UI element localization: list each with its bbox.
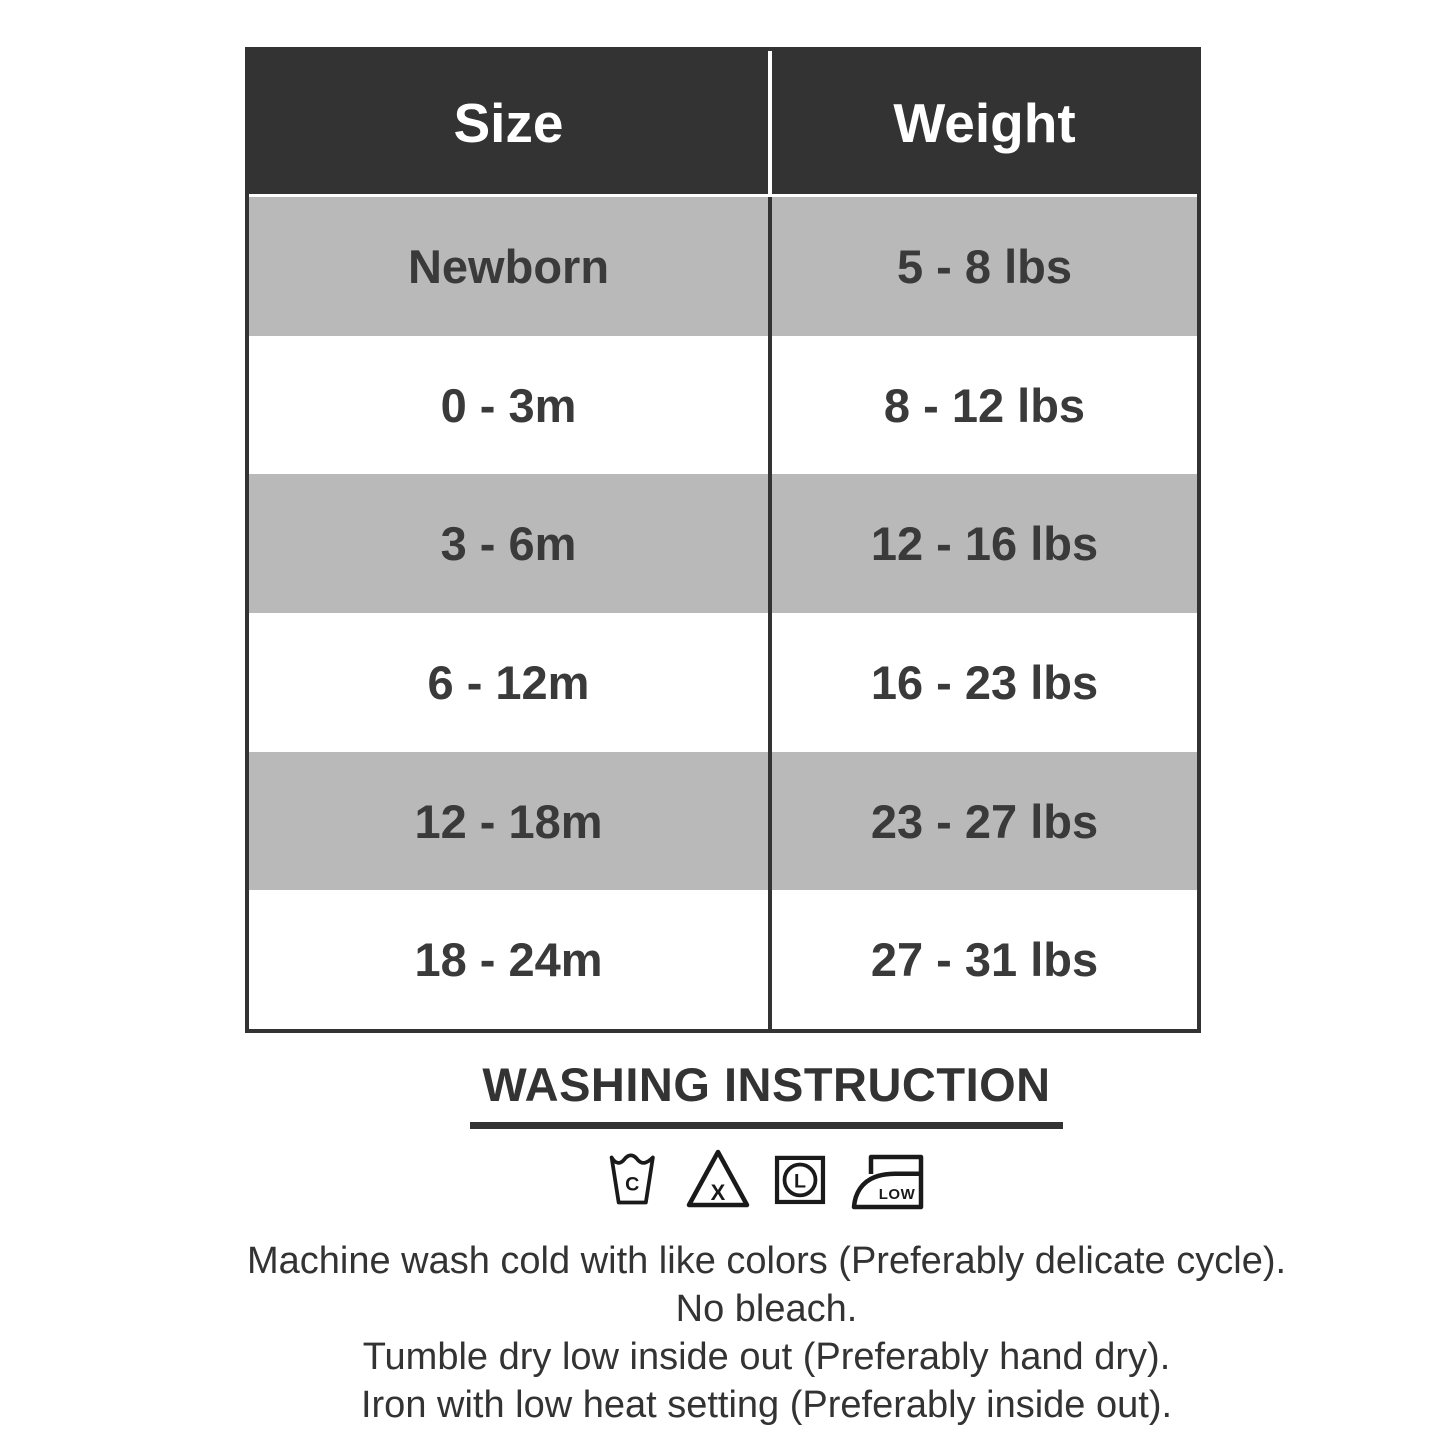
no-bleach-icon: X [686,1149,749,1208]
care-symbols-row: C X L LOW [44,1141,1445,1217]
weight-cell: 27 - 31 lbs [768,890,1197,1030]
washing-instruction-title: WASHING INSTRUCTION [470,1058,1063,1129]
care-line-wash: Machine wash cold with like colors (Pref… [246,1240,1287,1282]
iron-low-heat-icon: LOW [851,1154,923,1210]
weight-cell: 12 - 16 lbs [768,474,1197,614]
column-header-size: Size [453,91,564,154]
iron-heat-code: LOW [878,1186,915,1203]
weight-cell: 23 - 27 lbs [768,751,1197,891]
weight-cell: 5 - 8 lbs [768,197,1197,336]
size-cell: Newborn [407,239,610,293]
bleach-code: X [710,1180,725,1205]
wash-temp-code: C [625,1173,639,1195]
size-chart-table: Size Weight Newborn 5 - 8 lbs 0 - 3m 8 -… [245,47,1201,1033]
care-line-bleach: No bleach. [675,1288,858,1330]
column-header-weight: Weight [768,51,1197,194]
washing-instruction-section: WASHING INSTRUCTION C X L LOW Machine wa… [44,1058,1445,1429]
size-cell: 3 - 6m [440,517,577,571]
table-header-row: Size Weight [249,51,1197,197]
tumble-dry-low-icon: L [774,1155,825,1205]
size-cell: 12 - 18m [414,794,603,848]
machine-wash-cold-icon: C [609,1153,655,1205]
table-row: 6 - 12m 16 - 23 lbs [249,613,1197,752]
weight-cell: 8 - 12 lbs [768,335,1197,475]
table-row: Newborn 5 - 8 lbs [249,197,1197,336]
table-row: 18 - 24m 27 - 31 lbs [249,890,1197,1030]
table-row: 3 - 6m 12 - 16 lbs [249,474,1197,614]
care-line-iron: Iron with low heat setting (Preferably i… [360,1384,1173,1426]
size-cell: 0 - 3m [440,378,577,432]
weight-cell: 16 - 23 lbs [768,613,1197,752]
table-row: 0 - 3m 8 - 12 lbs [249,335,1197,475]
size-cell: 18 - 24m [414,933,603,987]
care-line-dry: Tumble dry low inside out (Preferably ha… [362,1336,1171,1378]
table-row: 12 - 18m 23 - 27 lbs [249,751,1197,891]
dry-heat-code: L [793,1170,805,1192]
care-instructions-text: Machine wash cold with like colors (Pref… [44,1237,1445,1429]
size-cell: 6 - 12m [427,655,590,709]
